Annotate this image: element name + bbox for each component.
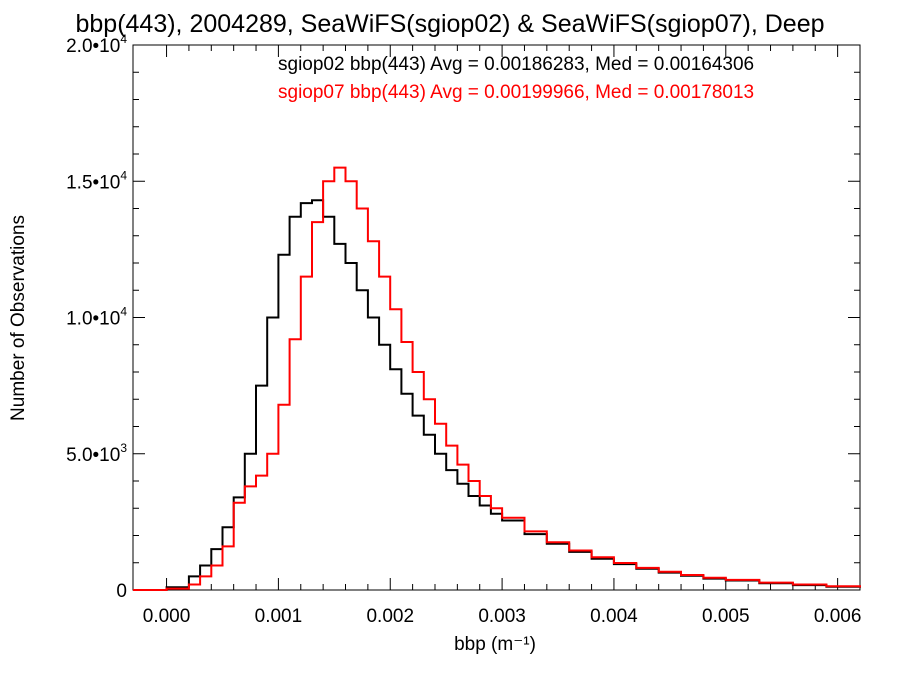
series-line-sgiop02 [133,199,861,591]
legend-entry-sgiop07: sgiop07 bbp(443) Avg = 0.00199966, Med =… [278,82,754,103]
x-tick-label: 0.005 [702,606,750,627]
x-tick-label: 0.001 [255,606,303,627]
series-line-sgiop07 [133,166,861,591]
x-tick-label: 0.000 [143,606,191,627]
y-axis: 0 5.0•103 1.0•104 1.5•104 2.0•104 [66,32,860,602]
x-tick-label: 0.003 [478,606,526,627]
x-axis-label: bbp (m⁻¹) [454,634,536,655]
y-tick-label: 2.0•104 [66,32,127,57]
y-tick-label: 5.0•103 [66,441,127,466]
y-tick-label: 0 [116,581,127,602]
chart-title: bbp(443), 2004289, SeaWiFS(sgiop02) & Se… [75,10,824,38]
series-group [133,166,861,591]
x-axis: 0.000 0.001 0.002 0.003 0.004 0.005 0.006 [143,45,862,627]
y-tick-label: 1.5•104 [66,168,127,193]
y-tick-label: 1.0•104 [66,305,127,330]
x-tick-label: 0.006 [814,606,862,627]
x-tick-label: 0.004 [590,606,638,627]
y-axis-label: Number of Observations [8,215,29,421]
x-tick-label: 0.002 [366,606,414,627]
legend-entry-sgiop02: sgiop02 bbp(443) Avg = 0.00186283, Med =… [278,54,754,75]
